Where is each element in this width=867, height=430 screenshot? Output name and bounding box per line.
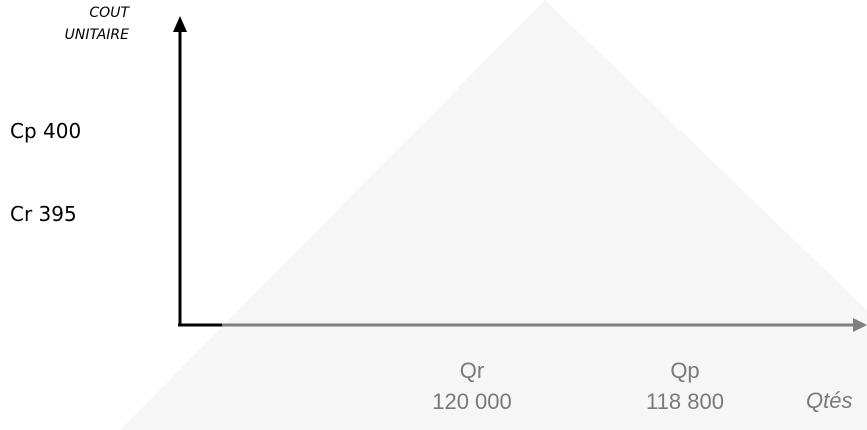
x-axis-arrowhead bbox=[853, 318, 867, 332]
y-axis-arrowhead bbox=[173, 16, 187, 32]
x-tick-qr-name: Qr bbox=[459, 358, 485, 383]
x-axis-unit-label: Qtés bbox=[806, 388, 853, 413]
y-axis-title-line1: COUT bbox=[89, 5, 129, 21]
x-tick-qr: Qr 120 000 bbox=[412, 357, 532, 419]
x-tick-qp: Qp 118 800 bbox=[625, 357, 745, 419]
x-tick-qr-value: 120 000 bbox=[432, 389, 512, 414]
y-axis-title-line2: UNITAIRE bbox=[64, 27, 129, 43]
y-tick-cp: Cp 400 bbox=[10, 119, 82, 143]
x-tick-qp-value: 118 800 bbox=[646, 389, 724, 414]
x-tick-qp-name: Qp bbox=[670, 358, 700, 383]
y-tick-cr: Cr 395 bbox=[10, 202, 77, 226]
y-axis-title: COUT UNITAIRE bbox=[65, 2, 129, 46]
